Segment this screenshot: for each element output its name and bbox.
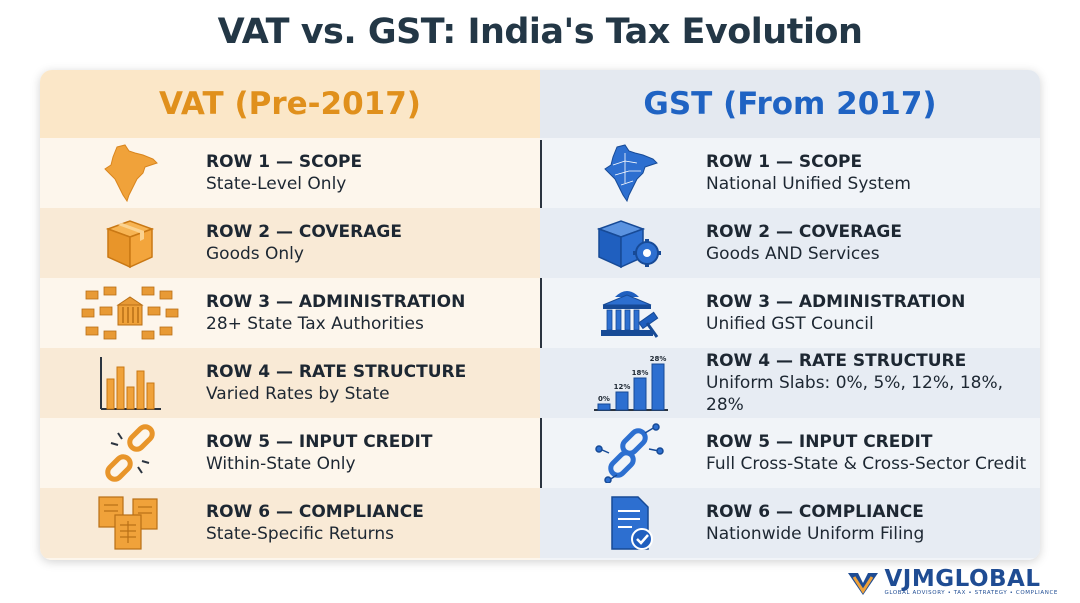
bar-chart-icon: [70, 353, 190, 413]
slab-label-2: 18%: [632, 369, 649, 377]
slab-bar-chart-icon: 0% 12% 18% 28%: [570, 353, 690, 413]
row-label: ROW 5 — INPUT CREDIT: [206, 432, 433, 452]
row-value: Within-State Only: [206, 454, 356, 474]
gst-column: GST (From 2017) ROW 1 — SCOPE National U…: [540, 70, 1040, 560]
india-states-map-icon: [570, 143, 690, 203]
gst-row-coverage: ROW 2 — COVERAGE Goods AND Services: [540, 208, 1040, 278]
row-label: ROW 1 — SCOPE: [706, 152, 863, 172]
row-value: State-Specific Returns: [206, 524, 394, 544]
row-label: ROW 1 — SCOPE: [206, 152, 363, 172]
row-value: National Unified System: [706, 174, 911, 194]
broken-chain-icon: [70, 423, 190, 483]
row-label: ROW 5 — INPUT CREDIT: [706, 432, 933, 452]
row-label: ROW 4 — RATE STRUCTURE: [206, 362, 467, 382]
row-label: ROW 2 — COVERAGE: [706, 222, 902, 242]
gst-heading: GST (From 2017): [540, 70, 1040, 138]
gst-row-input-credit: ROW 5 — INPUT CREDIT Full Cross-State & …: [540, 418, 1040, 488]
page-title: VAT vs. GST: India's Tax Evolution: [217, 12, 863, 52]
box-icon: [70, 213, 190, 273]
council-gavel-icon: [570, 283, 690, 343]
row-value: State-Level Only: [206, 174, 347, 194]
row-value: Varied Rates by State: [206, 384, 390, 404]
row-label: ROW 3 — ADMINISTRATION: [706, 292, 966, 312]
connected-chain-icon: [570, 423, 690, 483]
row-value: Nationwide Uniform Filing: [706, 524, 925, 544]
slab-label-0: 0%: [598, 395, 610, 403]
box-gear-icon: [570, 213, 690, 273]
gst-row-compliance: ROW 6 — COMPLIANCE Nationwide Uniform Fi…: [540, 488, 1040, 558]
row-value: Unified GST Council: [706, 314, 874, 334]
row-value: Uniform Slabs: 0%, 5%, 12%, 18%, 28%: [706, 373, 1004, 415]
vat-row-input-credit: ROW 5 — INPUT CREDIT Within-State Only: [40, 418, 540, 488]
logo-tagline: GLOBAL ADVISORY • TAX • STRATEGY • COMPL…: [884, 590, 1058, 596]
vat-row-administration: ROW 3 — ADMINISTRATION 28+ State Tax Aut…: [40, 278, 540, 348]
row-label: ROW 6 — COMPLIANCE: [706, 502, 924, 522]
gst-row-administration: ROW 3 — ADMINISTRATION Unified GST Counc…: [540, 278, 1040, 348]
vat-row-rate-structure: ROW 4 — RATE STRUCTURE Varied Rates by S…: [40, 348, 540, 418]
comparison-table: VAT (Pre-2017) ROW 1 — SCOPE State-Level…: [40, 70, 1040, 560]
row-label: ROW 4 — RATE STRUCTURE: [706, 351, 967, 371]
row-label: ROW 6 — COMPLIANCE: [206, 502, 424, 522]
vat-row-coverage: ROW 2 — COVERAGE Goods Only: [40, 208, 540, 278]
vat-row-scope: ROW 1 — SCOPE State-Level Only: [40, 138, 540, 208]
row-label: ROW 3 — ADMINISTRATION: [206, 292, 466, 312]
slab-label-1: 12%: [614, 383, 631, 391]
row-value: Full Cross-State & Cross-Sector Credit: [706, 454, 1027, 474]
logo-mark-icon: [848, 573, 879, 595]
documents-stack-icon: [70, 493, 190, 553]
vjmglobal-logo: VJMGLOBAL GLOBAL ADVISORY • TAX • STRATE…: [846, 567, 1058, 597]
row-value: Goods AND Services: [706, 244, 880, 264]
slab-label-3: 28%: [650, 355, 667, 363]
gst-row-rate-structure: 0% 12% 18% 28% ROW 4 — RATE STRUCTURE Un…: [540, 348, 1040, 418]
vat-heading: VAT (Pre-2017): [40, 70, 540, 138]
india-map-icon: [70, 143, 190, 203]
logo-name: VJMGLOBAL: [884, 566, 1041, 592]
row-label: ROW 2 — COVERAGE: [206, 222, 402, 242]
vat-column: VAT (Pre-2017) ROW 1 — SCOPE State-Level…: [40, 70, 540, 560]
checked-document-icon: [570, 493, 690, 553]
row-value: Goods Only: [206, 244, 304, 264]
buildings-cluster-icon: [70, 283, 190, 343]
gst-row-scope: ROW 1 — SCOPE National Unified System: [540, 138, 1040, 208]
row-value: 28+ State Tax Authorities: [206, 314, 424, 334]
vat-row-compliance: ROW 6 — COMPLIANCE State-Specific Return…: [40, 488, 540, 558]
